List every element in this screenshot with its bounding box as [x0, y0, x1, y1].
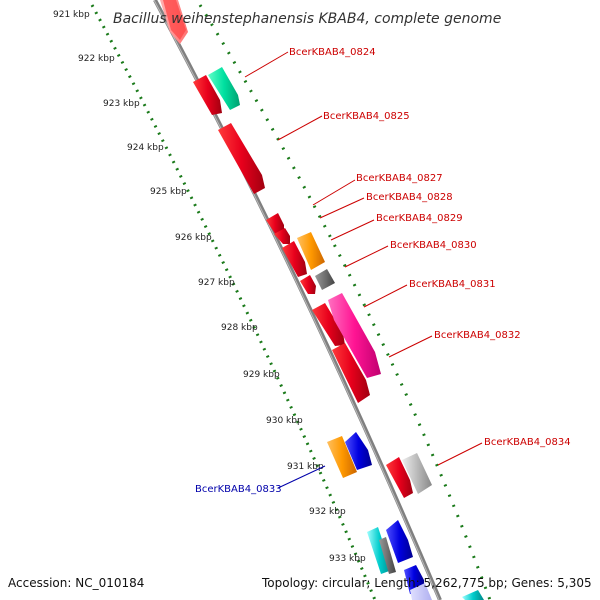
- gene-label-0831[interactable]: BcerKBAB4_0831: [409, 279, 496, 290]
- connector-0830: [344, 245, 389, 268]
- gene-features-outer: [208, 67, 484, 600]
- gene-0830[interactable]: [297, 232, 325, 270]
- tick-label: 927 kbp: [198, 278, 235, 288]
- tick-label: 933 kbp: [329, 554, 366, 564]
- tick-label: 921 kbp: [53, 10, 90, 20]
- gene-0828[interactable]: [274, 228, 290, 244]
- tick-label: 931 kbp: [287, 462, 324, 472]
- inner-tick-track: [198, 4, 492, 600]
- tick-label: 928 kbp: [221, 323, 258, 333]
- connector-0834: [437, 442, 483, 466]
- gene-blue-b[interactable]: [386, 520, 413, 563]
- footer: Accession: NC_010184 Topology: circular;…: [8, 576, 592, 590]
- gene-labels: BcerKBAB4_0824 BcerKBAB4_0825 BcerKBAB4_…: [195, 47, 571, 495]
- tick-label: 923 kbp: [103, 99, 140, 109]
- genome-backbone: [153, 0, 442, 600]
- gene-0829[interactable]: [282, 241, 307, 277]
- gene-lavender[interactable]: [410, 583, 432, 600]
- tick-label: 922 kbp: [78, 54, 115, 64]
- connector-0828: [319, 197, 365, 219]
- map-title: Bacillus weihenstephanensis KBAB4, compl…: [113, 11, 501, 27]
- gene-cyan-b[interactable]: [379, 537, 396, 574]
- connector-0825: [277, 115, 323, 141]
- label-connectors: [244, 51, 483, 489]
- tick-label: 929 kbp: [243, 370, 280, 380]
- accession-text: Accession: NC_010184: [8, 576, 144, 590]
- gene-cyan-c[interactable]: [462, 590, 484, 600]
- gene-label-0824[interactable]: BcerKBAB4_0824: [289, 47, 376, 58]
- gene-0831-inner-a[interactable]: [312, 303, 345, 346]
- genome-summary-text: Topology: circular; Length: 5,262,775 bp…: [261, 576, 592, 590]
- gene-0827[interactable]: [266, 213, 284, 235]
- gene-0833-blue[interactable]: [345, 432, 372, 470]
- connector-0824: [244, 51, 289, 78]
- tick-label: 925 kbp: [150, 187, 187, 197]
- gene-label-0829[interactable]: BcerKBAB4_0829: [376, 213, 463, 224]
- connector-0832: [388, 335, 433, 358]
- connector-0829: [330, 219, 375, 241]
- gene-0833[interactable]: [327, 436, 357, 478]
- gene-0831[interactable]: [328, 293, 381, 378]
- gene-0834-gray[interactable]: [402, 453, 432, 494]
- gene-0830-gray[interactable]: [315, 269, 335, 290]
- gene-0829b[interactable]: [300, 275, 316, 294]
- gene-0824-green[interactable]: [208, 67, 240, 110]
- gene-label-0833[interactable]: BcerKBAB4_0833: [195, 484, 282, 495]
- genome-backbone-highlight: [153, 0, 440, 600]
- gene-label-0825[interactable]: BcerKBAB4_0825: [323, 111, 410, 122]
- gene-label-0828[interactable]: BcerKBAB4_0828: [366, 192, 453, 203]
- gene-label-0827[interactable]: BcerKBAB4_0827: [356, 173, 443, 184]
- tick-label: 932 kbp: [309, 507, 346, 517]
- kbp-ticks: 921 kbp 922 kbp 923 kbp 924 kbp 925 kbp …: [53, 10, 366, 564]
- tick-label: 930 kbp: [266, 416, 303, 426]
- gene-0825[interactable]: [218, 123, 265, 194]
- gene-label-0830[interactable]: BcerKBAB4_0830: [390, 240, 477, 251]
- connector-0833: [277, 465, 326, 489]
- tick-label: 926 kbp: [175, 233, 212, 243]
- connector-0827: [312, 179, 356, 206]
- gene-0823-core[interactable]: [163, 0, 186, 40]
- gene-0824[interactable]: [193, 75, 222, 115]
- gene-0832-inner[interactable]: [332, 343, 370, 403]
- gene-features: [160, 0, 432, 600]
- gene-label-0832[interactable]: BcerKBAB4_0832: [434, 330, 521, 341]
- connector-0831: [363, 284, 408, 308]
- gene-label-0834[interactable]: BcerKBAB4_0834: [484, 437, 571, 448]
- gene-0834[interactable]: [386, 457, 413, 498]
- tick-label: 924 kbp: [127, 143, 164, 153]
